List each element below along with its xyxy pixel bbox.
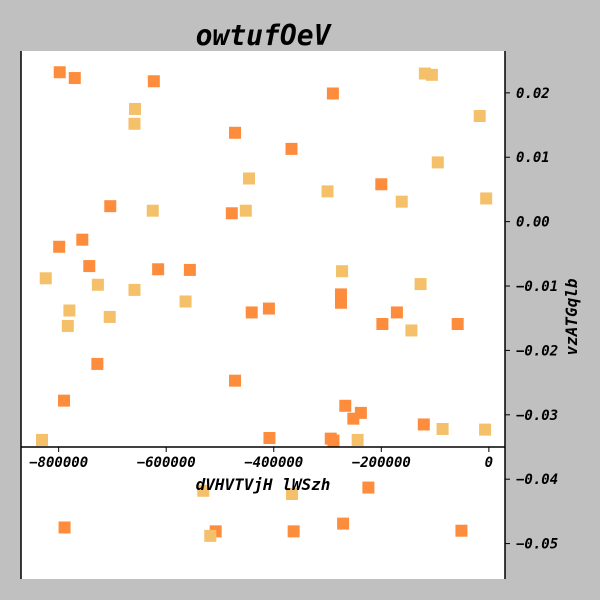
data-point [35,433,48,446]
y-tick-label: −0.04 [516,472,558,488]
data-point [229,126,242,139]
data-point [68,72,81,85]
data-point [436,422,449,435]
data-point [480,192,493,205]
data-point [417,418,430,431]
y-tick-label: 0.02 [516,86,550,102]
data-point [103,310,116,323]
data-point [104,200,117,213]
data-point [351,433,364,446]
data-point [327,434,340,447]
x-tick-label: −600000 [137,455,196,471]
data-point [83,260,96,273]
data-point [395,195,408,208]
data-point [204,529,217,542]
data-point [425,68,438,81]
x-axis-label: dVHVTVjH lWSzh [196,475,331,494]
data-point [390,306,403,319]
data-point [53,66,66,79]
y-axis-ticks: 0.02 0.01 0.00 −0.01 −0.02 −0.03 −0.04 −0.05 [505,86,558,553]
data-point [339,399,352,412]
y-axis-label: vzATGqlb [562,278,581,355]
data-point [61,319,74,332]
x-tick-label: 0 [485,455,493,471]
data-point [229,374,242,387]
data-point [347,412,360,425]
data-point [285,142,298,155]
data-point [414,278,427,291]
data-point [91,278,104,291]
y-tick-label: 0.00 [516,215,550,231]
data-point [58,521,71,534]
data-point [91,357,104,370]
x-tick-label: −800000 [29,455,88,471]
y-tick-label: −0.02 [516,343,558,359]
data-point [245,306,258,319]
chart-title: owtufOeV [196,19,333,52]
data-point [263,431,276,444]
data-point [152,263,165,276]
data-point [431,156,444,169]
data-points [35,66,493,542]
data-point [375,178,388,191]
data-point [334,296,347,309]
data-point [239,204,252,217]
data-point [146,204,159,217]
data-point [63,304,76,317]
data-point [376,318,389,331]
data-point [39,272,52,285]
data-point [53,240,66,253]
data-point [262,302,275,315]
data-point [129,102,142,115]
data-point [326,87,339,100]
data-point [473,110,486,123]
data-point [336,265,349,278]
x-axis-ticks: −800000 −600000 −400000 −200000 0 [29,447,493,471]
data-point [337,517,350,530]
data-point [287,525,300,538]
data-point [76,233,89,246]
data-point [197,484,210,497]
data-point [451,318,464,331]
data-point [405,324,418,337]
y-tick-label: −0.01 [516,279,558,295]
data-point [479,423,492,436]
data-point [179,295,192,308]
data-point [128,117,141,130]
data-point [455,524,468,537]
data-point [58,394,71,407]
data-point [147,75,160,88]
data-point [362,481,375,494]
data-point [128,283,141,296]
y-tick-label: −0.03 [516,408,558,424]
x-tick-label: −200000 [352,455,411,471]
y-tick-label: 0.01 [516,150,550,166]
data-point [183,263,196,276]
y-tick-label: −0.05 [516,537,558,553]
data-point [243,172,256,185]
data-point [321,185,334,198]
plot-area [21,51,505,579]
data-point [286,488,299,501]
data-point [225,207,238,220]
x-tick-label: −400000 [244,455,303,471]
